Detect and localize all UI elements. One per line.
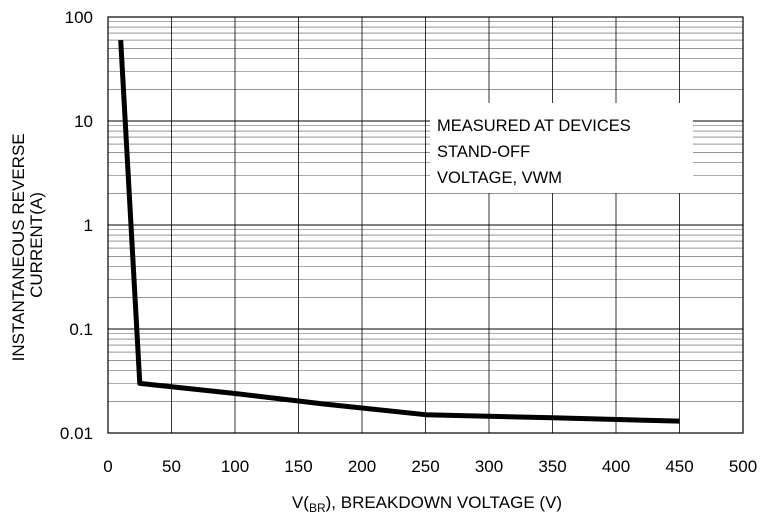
x-tick-label: 150 [284, 457, 312, 476]
annotation-line: MEASURED AT DEVICES [437, 117, 631, 135]
y-tick-labels: 0.01 0.1 1 10 100 [60, 8, 93, 443]
x-tick-label: 250 [411, 457, 439, 476]
x-tick-label: 500 [729, 457, 757, 476]
x-tick-label: 300 [475, 457, 503, 476]
annotation: MEASURED AT DEVICES STAND-OFF VOLTAGE, V… [437, 117, 635, 187]
y-axis-title: INSTANTANEOUS REVERSE CURRENT(A) [9, 129, 46, 362]
y-tick-label: 1 [84, 216, 93, 235]
y-tick-label: 0.1 [69, 320, 93, 339]
y-axis-title-line: CURRENT(A) [27, 192, 46, 298]
y-tick-label: 0.01 [60, 424, 93, 443]
x-tick-label: 0 [103, 457, 112, 476]
y-tick-label: 100 [65, 8, 93, 27]
annotation-line: VOLTAGE, VWM [437, 169, 562, 187]
annotation-line: STAND-OFF [437, 143, 530, 161]
y-tick-label: 10 [74, 112, 93, 131]
x-tick-labels: 0 50 100 150 200 250 300 350 400 450 500 [103, 457, 757, 476]
series-line [118, 39, 680, 424]
x-tick-label: 100 [221, 457, 249, 476]
plot-area [107, 16, 744, 434]
x-tick-label: 200 [348, 457, 376, 476]
annotation-background [430, 103, 693, 193]
x-tick-label: 400 [602, 457, 630, 476]
x-tick-label: 50 [162, 457, 181, 476]
y-axis-title-line: INSTANTANEOUS REVERSE [9, 133, 28, 361]
x-axis-title: V(BR), BREAKDOWN VOLTAGE (V) [292, 493, 562, 515]
x-tick-label: 350 [538, 457, 566, 476]
series-layer [118, 39, 680, 424]
x-tick-label: 450 [665, 457, 693, 476]
